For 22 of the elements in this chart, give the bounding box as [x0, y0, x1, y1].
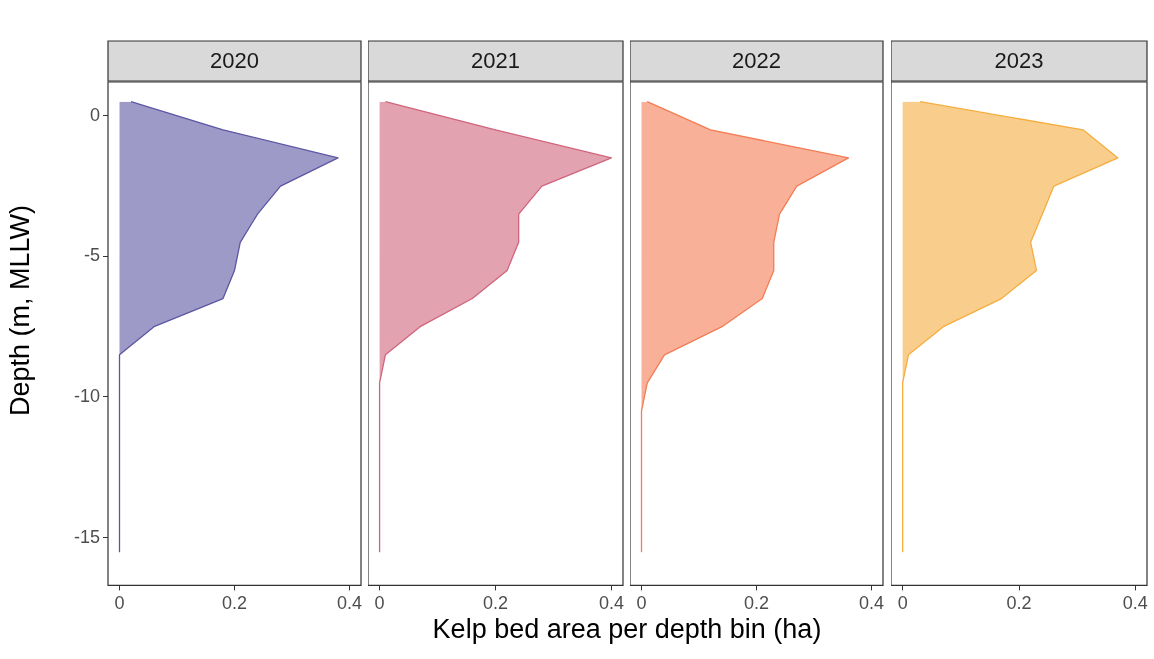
- x-tick-label: 0.2: [482, 593, 509, 614]
- chart-title: 2021: [471, 48, 520, 74]
- x-axis-title: Kelp bed area per depth bin (ha): [431, 614, 823, 645]
- chart-title: 2023: [994, 48, 1044, 74]
- x-tick-label: 0.2: [743, 593, 770, 614]
- y-tick-label: -15: [73, 526, 100, 547]
- x-tick-label: 0: [374, 593, 385, 614]
- chart-title: 2020: [210, 48, 259, 74]
- x-tick-label: 0: [636, 593, 647, 614]
- x-tick-label: 0.2: [221, 593, 248, 614]
- x-tick-label: 0.4: [336, 593, 363, 614]
- y-tick-label: -5: [83, 245, 100, 266]
- x-tick-label: 0.2: [1006, 593, 1032, 614]
- x-tick-label: 0.4: [598, 593, 624, 614]
- x-tick-label: 0: [114, 593, 125, 614]
- x-tick-label: 0.4: [1122, 593, 1148, 614]
- chart-title: 2022: [732, 48, 781, 74]
- y-axis-title: Depth (m, MLLW): [4, 204, 36, 418]
- x-tick-label: 0.4: [858, 593, 885, 614]
- x-tick-label: 0: [897, 593, 908, 614]
- y-tick-label: -10: [73, 385, 100, 406]
- y-tick-label: 0: [89, 104, 100, 125]
